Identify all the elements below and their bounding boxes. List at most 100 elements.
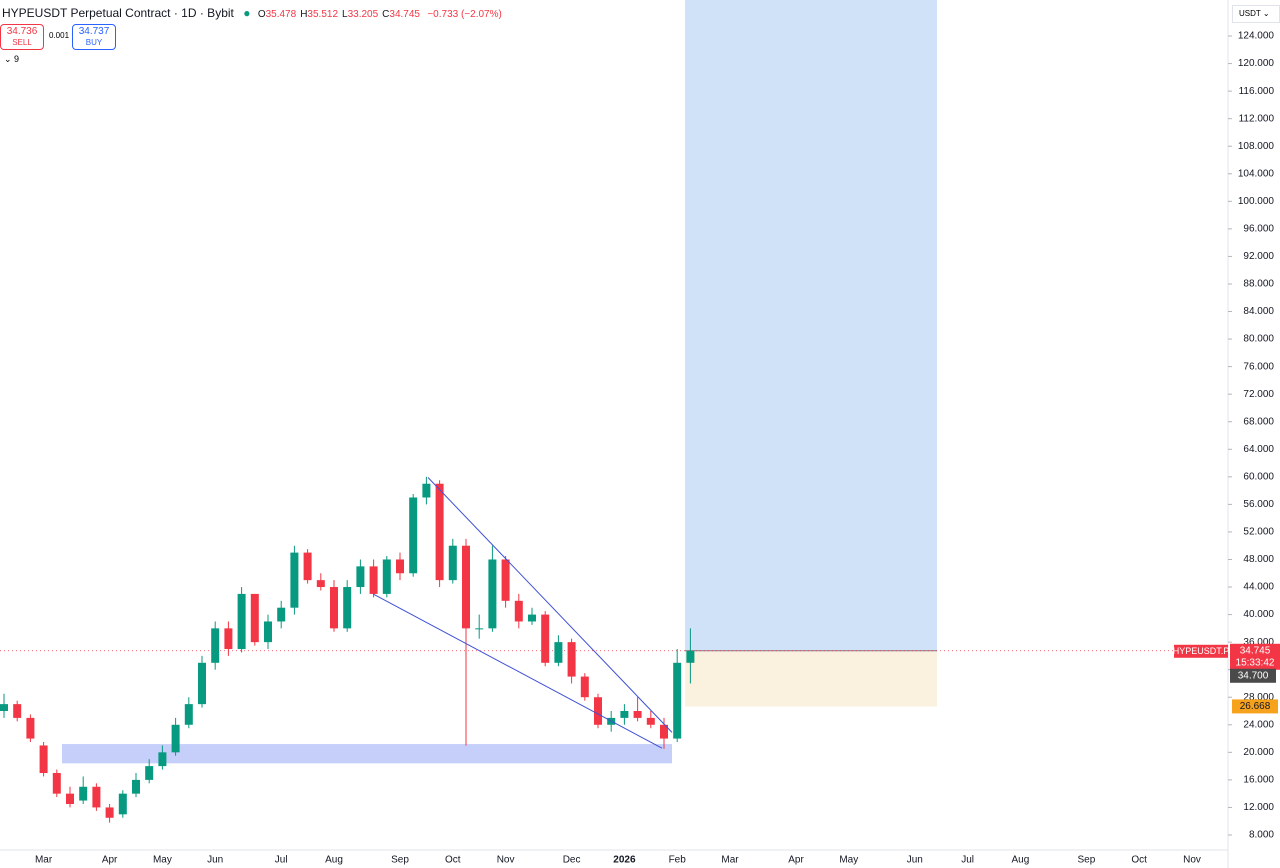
candle-body: [462, 545, 470, 629]
candle-body: [211, 628, 220, 663]
stop-price-bg: [1232, 699, 1278, 714]
x-tick-label: Jul: [961, 855, 974, 866]
x-tick-label: Apr: [788, 855, 804, 866]
candle-body: [554, 642, 563, 663]
change: −0.733 (−2.07%): [427, 9, 502, 20]
indicators-toggle[interactable]: ⌄ 9: [4, 54, 20, 64]
candle-body: [396, 559, 404, 574]
candle-body: [580, 676, 589, 698]
y-tick-label: 112.000: [1239, 113, 1275, 124]
candle-body: [633, 711, 642, 718]
x-tick-label: Jun: [907, 855, 923, 866]
trendline: [372, 593, 663, 749]
ohlc-value: 35.512: [307, 9, 339, 20]
y-tick-label: 24.000: [1243, 719, 1274, 730]
candle-body: [52, 772, 61, 794]
candle-body: [66, 793, 74, 804]
symbol-title: HYPEUSDT Perpetual Contract · 1D · Bybit: [2, 6, 234, 20]
candle-body: [184, 704, 193, 725]
currency: USDT: [1239, 9, 1261, 18]
y-tick-label: 64.000: [1243, 444, 1274, 455]
candle-body: [435, 483, 444, 581]
candle-body: [264, 621, 272, 643]
ohlc: O35.478 H35.512 L33.205 C34.745: [258, 9, 424, 20]
x-tick-label: Sep: [1078, 855, 1096, 866]
y-tick-label: 124.000: [1238, 31, 1275, 42]
ohlc-key: L: [342, 9, 348, 20]
x-tick-label: Aug: [1012, 855, 1030, 866]
y-tick-label: 92.000: [1243, 251, 1274, 262]
candle-body: [330, 587, 338, 629]
candle-body: [422, 483, 431, 498]
candle-body: [567, 642, 576, 677]
candle-body: [448, 545, 457, 581]
marker-price: 34.700: [1238, 670, 1269, 681]
candle-body: [13, 704, 22, 718]
x-tick-label: Apr: [102, 855, 118, 866]
stop-zone: [685, 650, 937, 707]
trendline: [427, 477, 673, 733]
y-tick-label: 16.000: [1243, 775, 1274, 786]
candle-body: [409, 497, 418, 574]
y-tick-label: 96.000: [1243, 224, 1274, 235]
candle-body: [0, 704, 8, 712]
x-tick-label: Jun: [207, 855, 223, 866]
candle-body: [646, 717, 655, 725]
candle-body: [92, 786, 101, 808]
candle-body: [79, 786, 88, 801]
y-tick-label: 8.000: [1249, 830, 1274, 841]
candle-body: [356, 566, 365, 588]
sell-button[interactable]: 34.736 SELL: [0, 24, 44, 50]
target-zone: [685, 0, 937, 651]
indicator-count: 9: [14, 54, 20, 64]
candle-body: [594, 697, 602, 725]
buy-button[interactable]: 34.737 BUY: [72, 24, 116, 50]
ohlc-value: 34.745: [389, 9, 420, 20]
y-tick-label: 84.000: [1243, 306, 1274, 317]
candle-body: [382, 559, 391, 594]
x-tick-label: Oct: [445, 855, 461, 866]
symbol-label-bg: [1174, 644, 1228, 658]
y-tick-label: 68.000: [1243, 416, 1274, 427]
buy-label: BUY: [85, 38, 103, 47]
candle-body: [224, 628, 233, 650]
last-price: 34.745: [1240, 645, 1271, 656]
candle-body: [673, 662, 682, 739]
x-tick-label: Dec: [563, 855, 581, 866]
candle-body: [158, 752, 167, 767]
y-tick-label: 12.000: [1243, 802, 1274, 813]
y-tick-label: 88.000: [1243, 279, 1274, 290]
candle-body: [250, 593, 259, 643]
x-tick-label: Mar: [721, 855, 739, 866]
y-tick-label: 120.000: [1238, 58, 1275, 69]
x-tick-label: Sep: [391, 855, 409, 866]
x-tick-label: Feb: [669, 855, 687, 866]
x-tick-label: Mar: [35, 855, 53, 866]
symbol-label: HYPEUSDT.P: [1173, 646, 1230, 656]
support-zone: [62, 744, 672, 764]
currency-select[interactable]: USDT ⌄: [1232, 5, 1280, 23]
candle-body: [501, 559, 510, 601]
marker-price-bg: [1230, 668, 1276, 683]
sell-label: SELL: [12, 38, 32, 47]
candle-body: [145, 766, 154, 780]
y-tick-label: 116.000: [1239, 86, 1275, 97]
y-tick-label: 72.000: [1243, 389, 1274, 400]
candle-body: [26, 717, 35, 739]
candle-body: [514, 600, 523, 622]
status-dot: ●: [243, 6, 251, 20]
y-tick-label: 52.000: [1243, 527, 1274, 538]
last-price-bg: [1230, 643, 1280, 670]
y-tick-label: 40.000: [1243, 609, 1274, 620]
x-tick-label: Nov: [1183, 855, 1201, 866]
candle-body: [39, 745, 48, 773]
candle-body: [488, 559, 497, 629]
x-tick-label: May: [839, 855, 858, 866]
candle-body: [303, 552, 312, 581]
candle-body: [118, 793, 127, 815]
symbol-bar: HYPEUSDT Perpetual Contract · 1D · Bybit…: [2, 6, 502, 20]
x-tick-label: Oct: [1131, 855, 1147, 866]
y-tick-label: 20.000: [1243, 747, 1274, 758]
